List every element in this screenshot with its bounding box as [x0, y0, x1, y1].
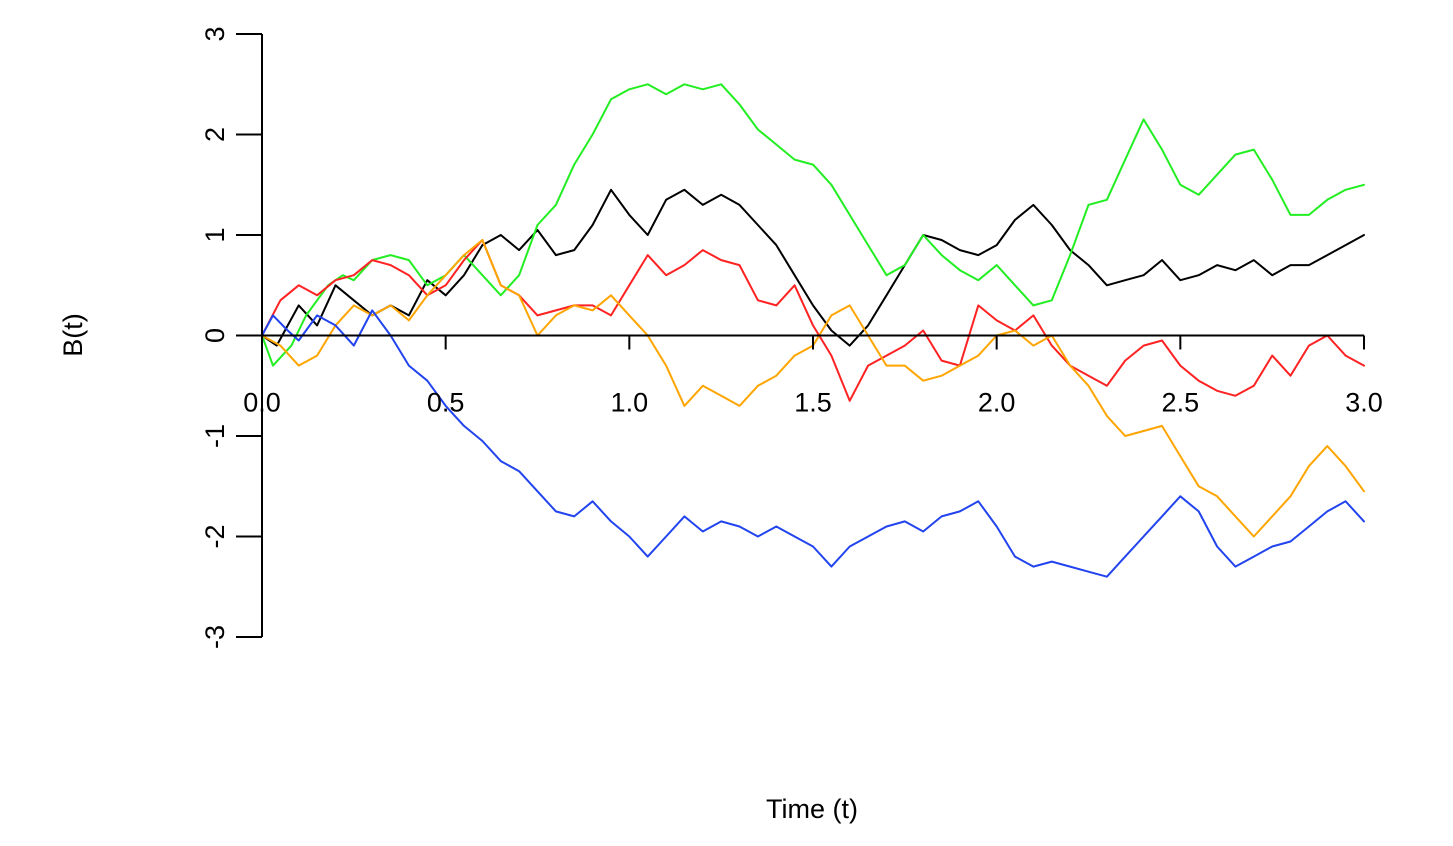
x-axis-title: Time (t)	[766, 794, 858, 824]
x-tick-label: 1.0	[611, 388, 649, 418]
series-group	[261, 83, 1365, 578]
series-line-2	[261, 83, 1365, 367]
axes-group: -3 -2 -1 0 1 2 3 0.0 0.5 1.0 1.5 2.0 2.5 3.0	[200, 26, 1383, 649]
x-tick-label: 0.0	[243, 388, 281, 418]
y-tick-label: 3	[200, 26, 230, 41]
series-line-3	[261, 239, 1365, 402]
x-tick-label: 1.5	[794, 388, 832, 418]
y-tick-label: 2	[200, 127, 230, 142]
x-tick-label: 2.0	[978, 388, 1016, 418]
y-tick-label: 0	[200, 328, 230, 343]
series-line-1	[261, 188, 1365, 347]
x-tick-label: 3.0	[1345, 388, 1383, 418]
x-tick-label: 2.5	[1162, 388, 1200, 418]
x-tick-label: 0.5	[427, 388, 465, 418]
series-line-5	[261, 309, 1365, 578]
y-tick-label: 1	[200, 227, 230, 242]
y-tick-label: -3	[200, 625, 230, 649]
y-tick-label: -2	[200, 524, 230, 548]
y-tick-label: -1	[200, 424, 230, 448]
y-axis-title: B(t)	[58, 313, 88, 357]
